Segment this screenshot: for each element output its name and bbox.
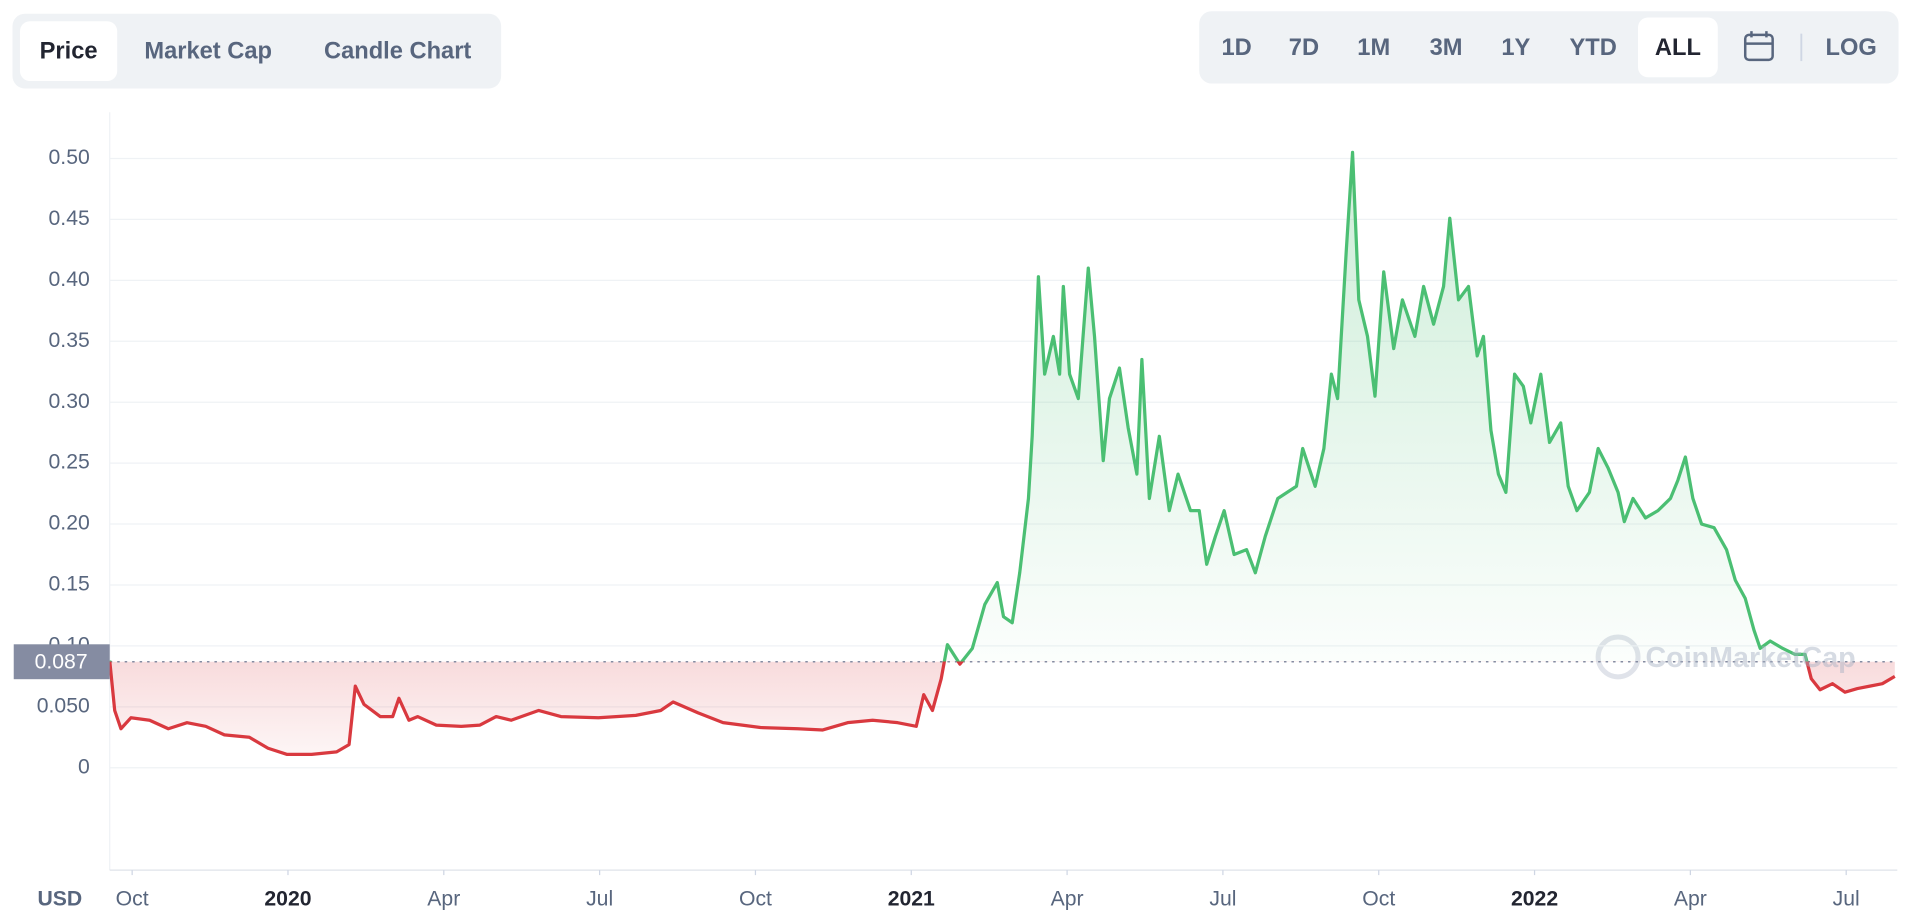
x-tick-label: Apr [427, 888, 460, 910]
currency-label: USD [37, 888, 82, 910]
x-tick-label: Jul [1833, 888, 1860, 910]
x-tick-label: 2021 [888, 888, 935, 910]
x-tick-label: Jul [1209, 888, 1236, 910]
range-bar [1199, 11, 1899, 84]
x-tick-label: 2022 [1511, 888, 1558, 910]
x-tick-label: Oct [116, 888, 149, 910]
range-button[interactable]: YTD [1569, 35, 1616, 61]
price-tag-label: 0.087 [35, 651, 88, 674]
y-tick-label: 0.050 [37, 694, 90, 717]
x-tick-label: Apr [1674, 888, 1707, 910]
tab-bar [12, 13, 502, 89]
range-label: 1M [1357, 35, 1390, 61]
x-tick-label: 2020 [264, 888, 311, 910]
range-button[interactable]: 1Y [1501, 35, 1530, 61]
tab-button[interactable]: Market Cap [144, 39, 272, 65]
range-label: YTD [1569, 35, 1616, 61]
tab-label: Price [40, 39, 98, 65]
tab-button[interactable]: Price [19, 21, 118, 82]
range-button[interactable]: 1D [1221, 35, 1251, 61]
range-button[interactable]: ALL [1638, 17, 1718, 78]
y-tick-label: 0.25 [49, 451, 90, 474]
y-tick-label: 0.50 [49, 146, 90, 169]
y-tick-label: 0 [78, 755, 90, 778]
price-line [108, 150, 1896, 756]
tab-button[interactable]: Candle Chart [324, 39, 471, 65]
price-area [109, 152, 1895, 755]
y-tick-label: 0.45 [49, 207, 90, 230]
log-button[interactable]: LOG [1826, 35, 1877, 61]
y-tick-label: 0.35 [49, 329, 90, 352]
y-tick-label: 0.40 [49, 268, 90, 291]
y-tick-label: 0.20 [49, 512, 90, 535]
x-tick-label: Oct [1362, 888, 1395, 910]
tab-label: Market Cap [144, 39, 272, 65]
tab-label: Candle Chart [324, 39, 471, 65]
x-tick-label: Apr [1051, 888, 1084, 910]
range-label: 1D [1221, 35, 1251, 61]
range-label: 1Y [1501, 35, 1530, 61]
range-label: 3M [1430, 35, 1463, 61]
range-label: ALL [1655, 35, 1701, 61]
range-button[interactable]: 7D [1289, 35, 1319, 61]
x-tick-label: Jul [586, 888, 613, 910]
active-range-bg [1638, 17, 1718, 78]
x-tick-label: Oct [739, 888, 772, 910]
y-tick-label: 0.30 [49, 390, 90, 413]
price-tag [13, 644, 110, 680]
range-label: 7D [1289, 35, 1319, 61]
active-tab-bg [19, 21, 118, 82]
y-tick-label: 0.15 [49, 573, 90, 596]
range-button[interactable]: 3M [1430, 35, 1463, 61]
range-button[interactable]: 1M [1357, 35, 1390, 61]
watermark-text: CoinMarketCap [1646, 642, 1856, 674]
calendar-button[interactable] [1743, 31, 1774, 62]
